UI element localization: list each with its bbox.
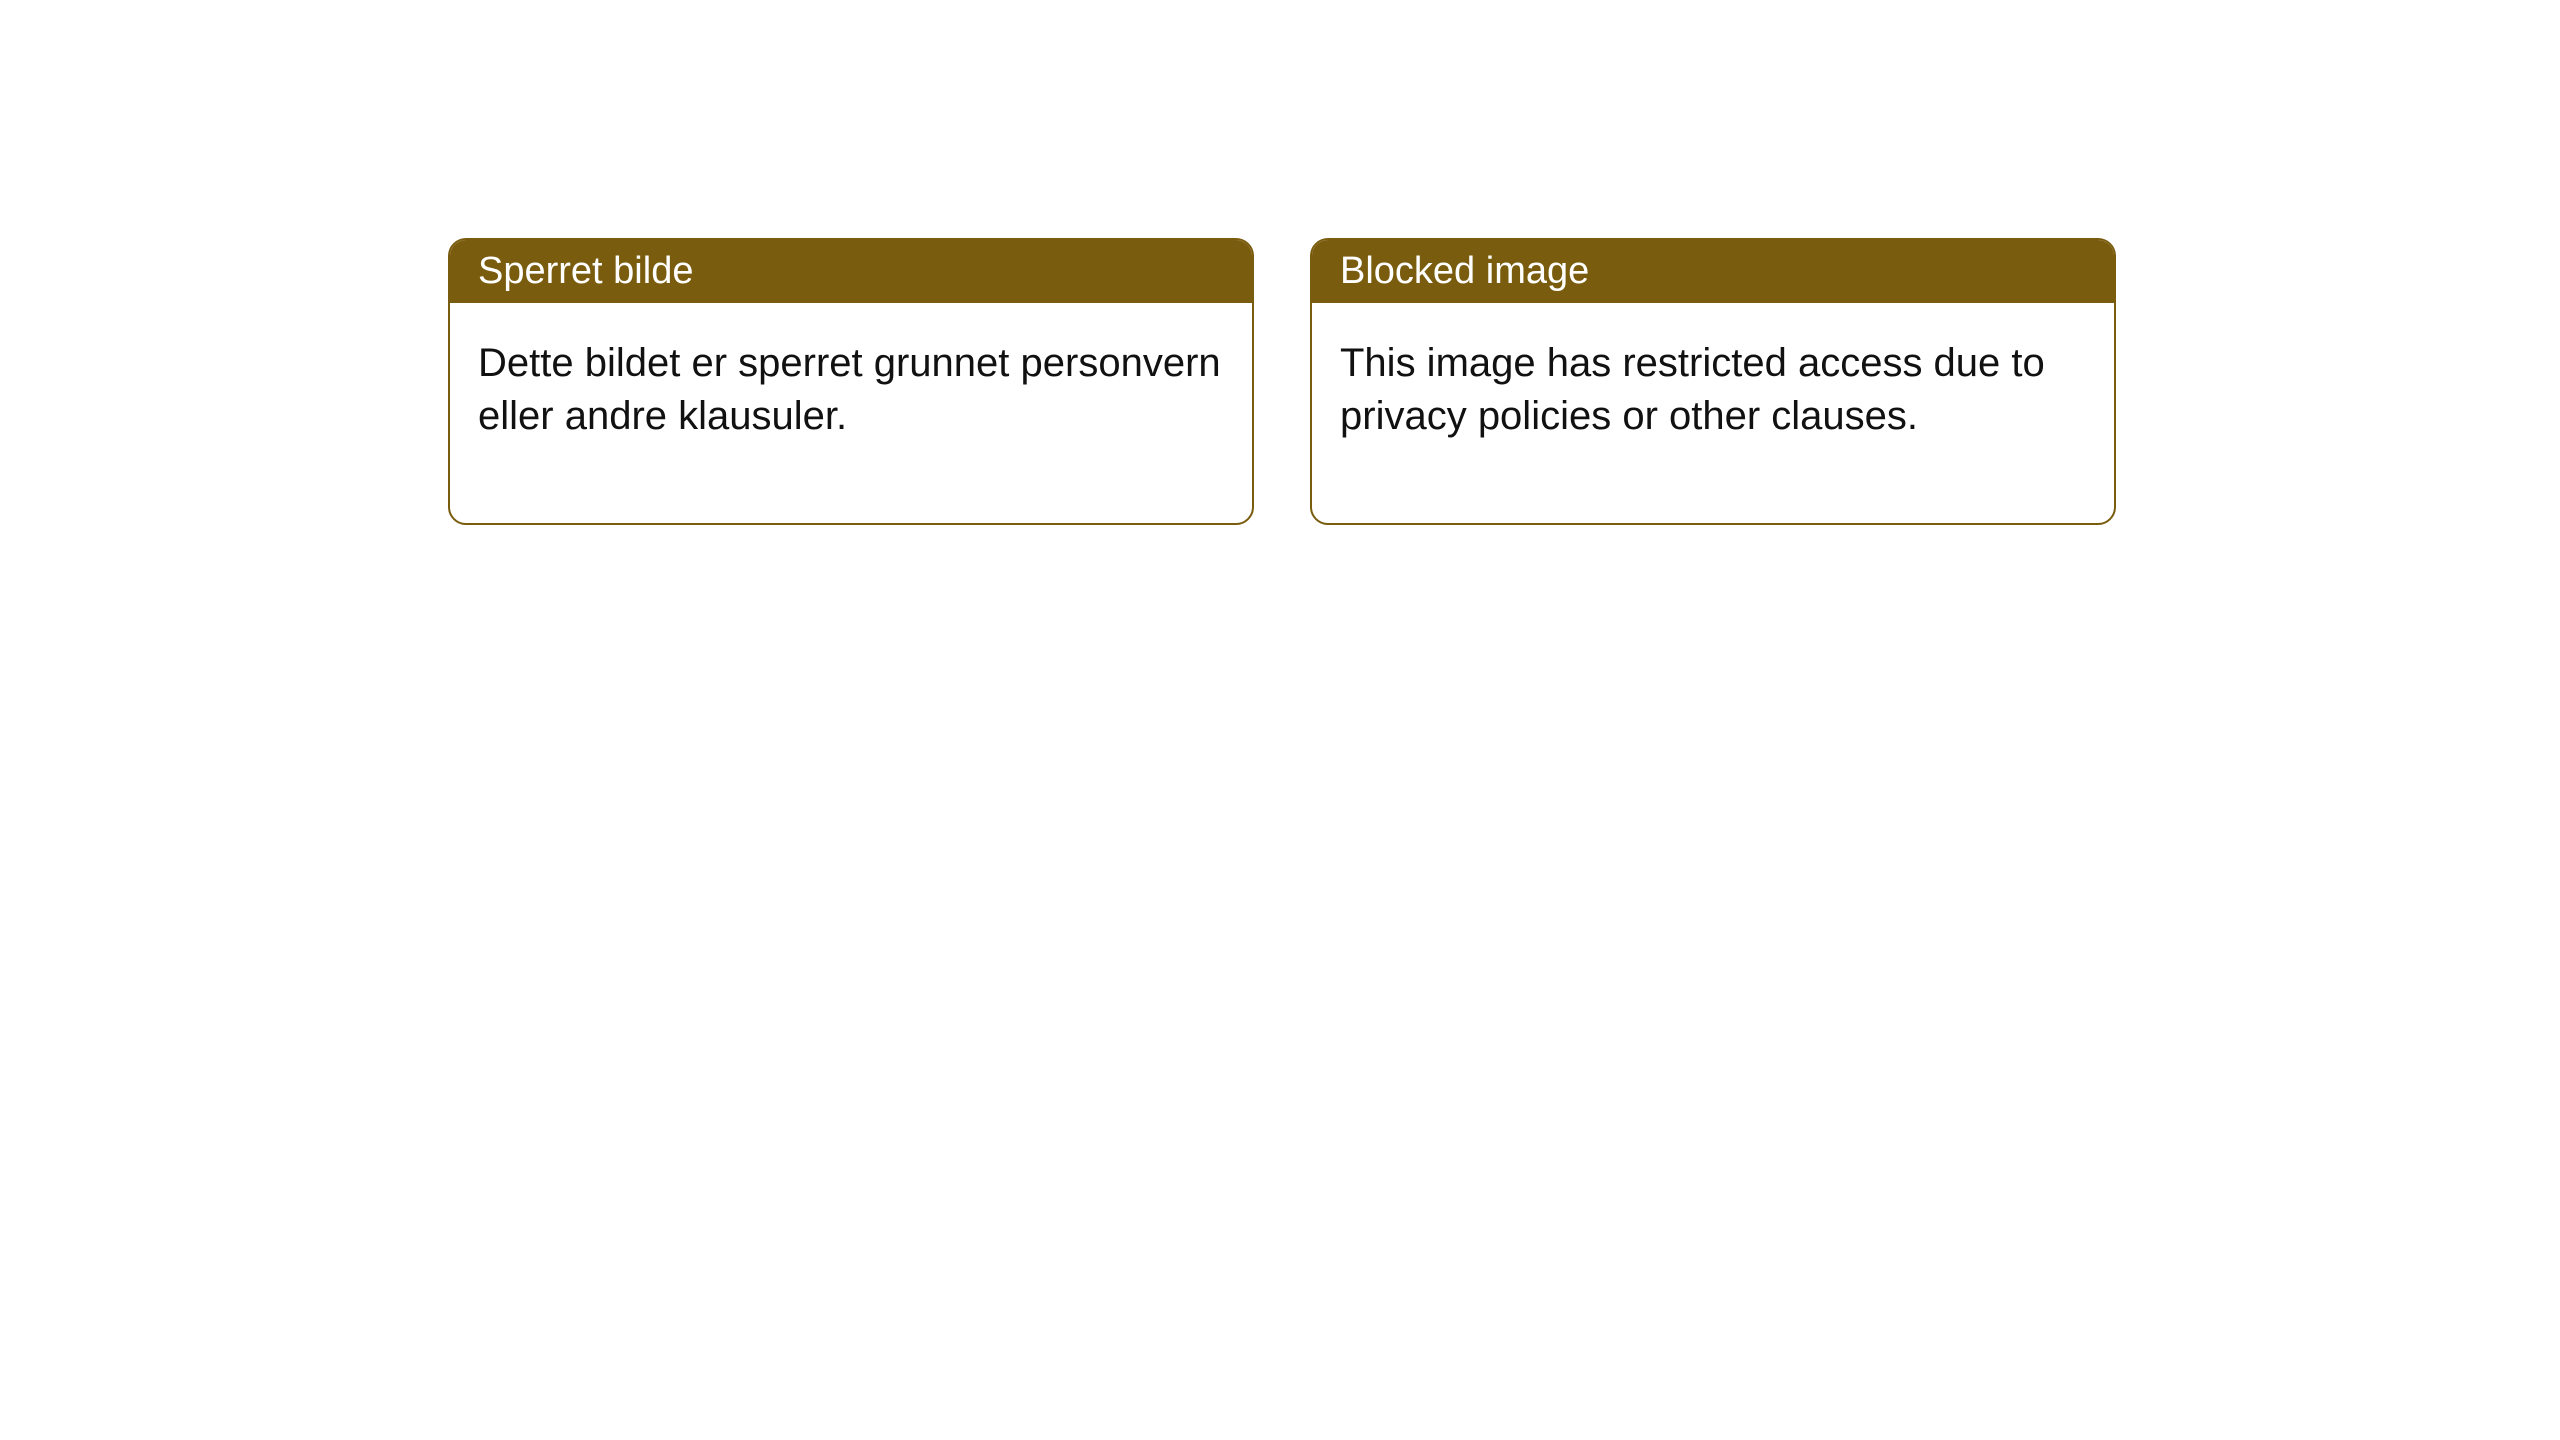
notice-card-english: Blocked image This image has restricted … — [1310, 238, 2116, 525]
card-text: This image has restricted access due to … — [1340, 341, 2045, 438]
card-body: This image has restricted access due to … — [1312, 303, 2114, 523]
card-body: Dette bildet er sperret grunnet personve… — [450, 303, 1252, 523]
card-header: Blocked image — [1312, 240, 2114, 303]
card-text: Dette bildet er sperret grunnet personve… — [478, 341, 1221, 438]
card-title: Sperret bilde — [478, 250, 693, 292]
notice-card-norwegian: Sperret bilde Dette bildet er sperret gr… — [448, 238, 1254, 525]
card-title: Blocked image — [1340, 250, 1589, 292]
card-header: Sperret bilde — [450, 240, 1252, 303]
notice-container: Sperret bilde Dette bildet er sperret gr… — [448, 238, 2116, 525]
